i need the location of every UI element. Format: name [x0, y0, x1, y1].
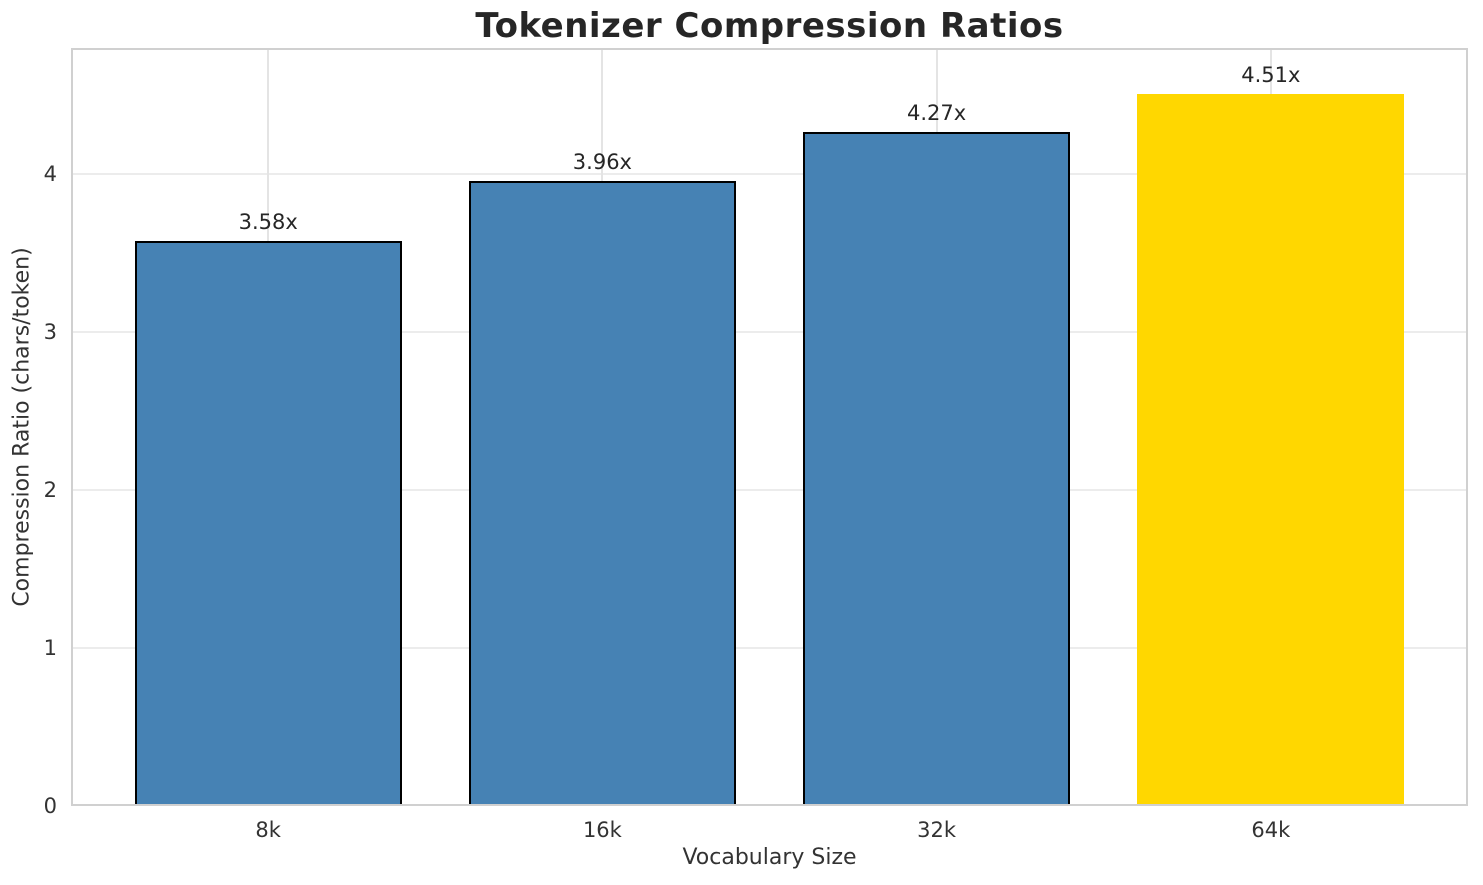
bar-32k: [802, 131, 1071, 806]
y-tick-label-1: 1: [43, 636, 57, 661]
gridline-y-4: [71, 173, 1468, 176]
bar-value-label-16k: 3.96x: [572, 149, 632, 174]
bar-8k: [134, 240, 402, 806]
y-tick-label-3: 3: [43, 320, 57, 345]
bar-16k: [468, 180, 737, 806]
bar-value-label-32k: 4.27x: [907, 100, 967, 125]
gridline-y-3: [71, 331, 1468, 334]
chart-title: Tokenizer Compression Ratios: [475, 6, 1064, 46]
y-tick-label-4: 4: [43, 162, 57, 187]
x-tick-label-8k: 8k: [255, 818, 281, 842]
y-axis-title: Compression Ratio (chars/token): [9, 247, 35, 607]
x-tick-label-16k: 16k: [582, 818, 622, 842]
bar-64k: [1137, 93, 1405, 806]
y-tick-label-0: 0: [43, 794, 57, 818]
y-tick-label-2: 2: [43, 478, 57, 503]
x-tick-label-32k: 32k: [917, 818, 957, 842]
plot-area: 3.58x 3.96x 4.27x 4.51x: [71, 48, 1468, 806]
gridline-y-1: [71, 647, 1468, 650]
bar-value-label-8k: 3.58x: [238, 209, 298, 234]
bar-value-label-64k: 4.51x: [1241, 62, 1301, 87]
x-axis-title: Vocabulary Size: [682, 845, 857, 870]
gridline-y-2: [71, 489, 1468, 492]
x-tick-label-64k: 64k: [1251, 818, 1291, 842]
